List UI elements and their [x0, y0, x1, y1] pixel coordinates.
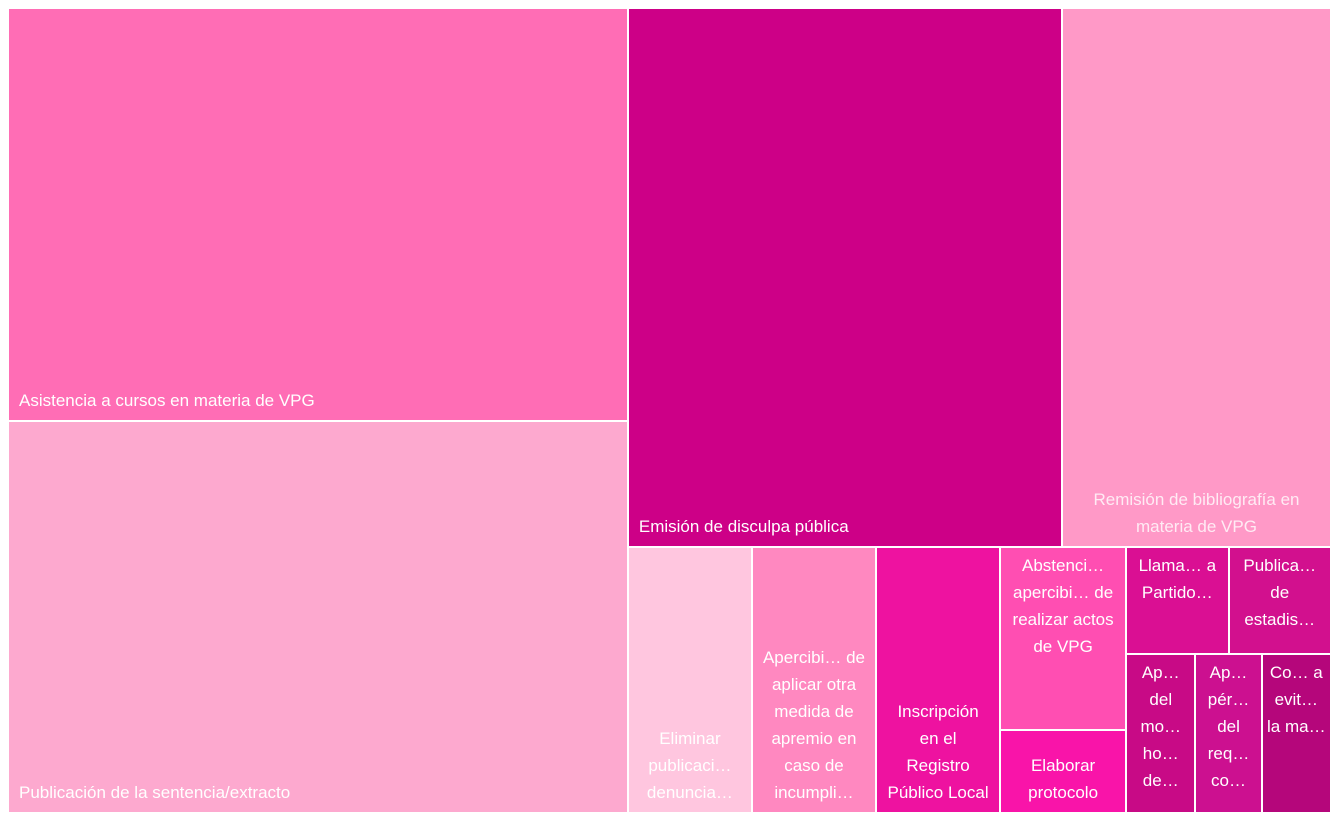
- cell-label: Eliminar publicaci… denuncia…: [646, 728, 733, 802]
- treemap-cell: Llama… a Partido…: [1126, 547, 1229, 655]
- cell-label: Remisión de bibliografía en materia de V…: [1093, 490, 1300, 537]
- cell-label: Inscripción en el Registro Público Local: [887, 701, 989, 802]
- treemap-cell: Asistencia a cursos en materia de VPG: [8, 8, 628, 421]
- cell-label: Co… a evit… la ma…: [1267, 663, 1326, 737]
- cell-label: Elaborar protocolo: [1028, 755, 1099, 802]
- treemap-cell: Elaborar protocolo: [1000, 729, 1127, 813]
- cell-label: Ap… del mo… ho… de…: [1140, 663, 1182, 791]
- treemap-cell: Co… a evit… la ma…: [1261, 654, 1331, 813]
- treemap-cell: Publica… de estadis…: [1228, 547, 1331, 655]
- treemap-cell: Inscripción en el Registro Público Local: [876, 547, 1001, 813]
- cell-label: Apercibi… de aplicar otra medida de apre…: [762, 647, 866, 802]
- cell-label: Asistencia a cursos en materia de VPG: [19, 390, 315, 410]
- cell-label: Llama… a Partido…: [1138, 556, 1217, 603]
- treemap-cell: Abstenci… apercibi… de realizar actos de…: [1000, 547, 1127, 730]
- cell-label: Abstenci… apercibi… de realizar actos de…: [1012, 556, 1114, 657]
- treemap-cell: Publicación de la sentencia/extracto: [8, 420, 628, 813]
- cell-label: Ap… pér… del req… co…: [1207, 663, 1250, 791]
- treemap-cell: Ap… pér… del req… co…: [1195, 654, 1262, 813]
- cell-label: Emisión de disculpa pública: [638, 517, 849, 537]
- cell-label: Publicación de la sentencia/extracto: [19, 782, 291, 802]
- treemap-cell: Ap… del mo… ho… de…: [1126, 654, 1196, 813]
- treemap-cell: Emisión de disculpa pública: [627, 8, 1062, 548]
- treemap-cell: Remisión de bibliografía en materia de V…: [1061, 8, 1331, 548]
- cell-label: Publica… de estadis…: [1243, 556, 1317, 630]
- treemap-cell: Apercibi… de aplicar otra medida de apre…: [751, 547, 877, 813]
- treemap-cell: Eliminar publicaci… denuncia…: [627, 547, 752, 813]
